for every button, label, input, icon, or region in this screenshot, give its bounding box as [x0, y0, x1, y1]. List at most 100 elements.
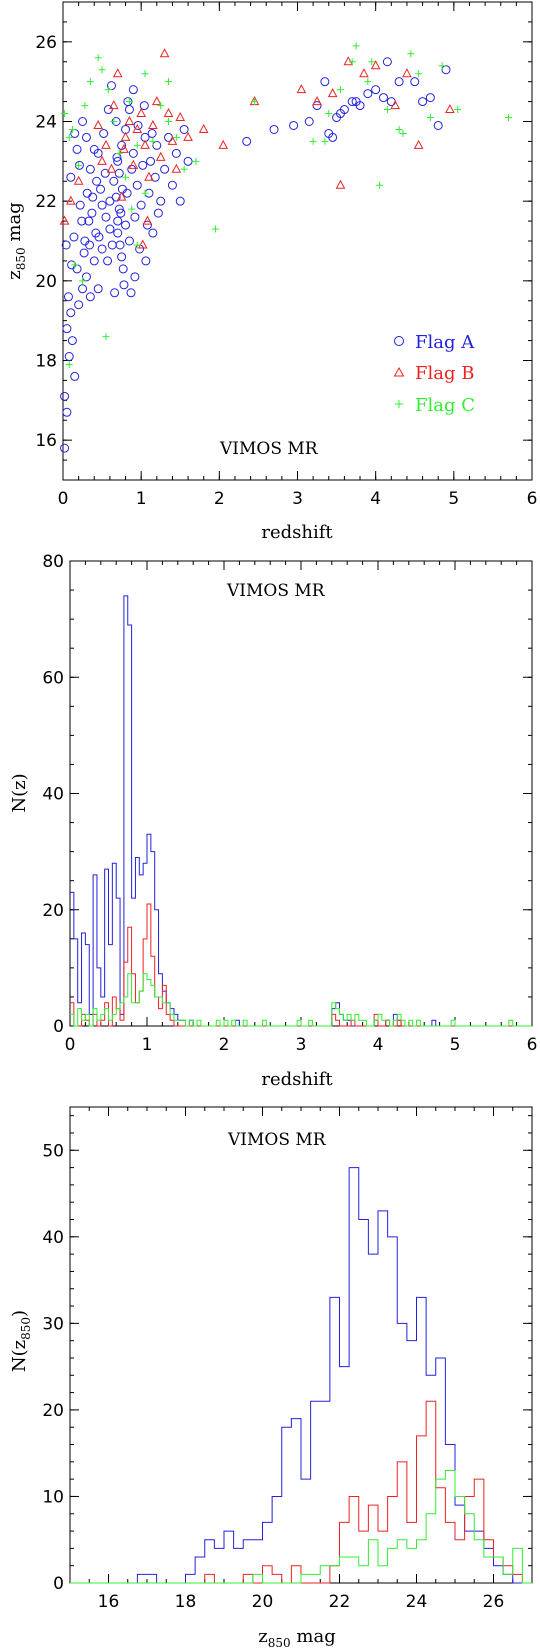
point-flag-a	[94, 232, 104, 242]
point-flag-c	[364, 78, 372, 86]
redshift-histogram-x-tick-label: 2	[219, 1035, 230, 1055]
redshift-histogram-x-tick-label: 4	[373, 1035, 384, 1055]
point-flag-a	[60, 391, 70, 401]
point-flag-a	[156, 196, 166, 206]
point-flag-b	[106, 163, 117, 173]
legend-item-flag-b: Flag B	[393, 363, 474, 384]
magnitude-histogram-x-tick-label: 22	[329, 1592, 351, 1612]
point-flag-a	[124, 105, 134, 115]
point-flag-a	[72, 144, 82, 154]
point-flag-b	[370, 60, 381, 70]
point-flag-b	[93, 119, 104, 129]
scatter-y-tick-label: 16	[35, 431, 57, 451]
magnitude-histogram-ticks: 16 18 20 22 24 26 0 10 20 30 40 50	[42, 1107, 533, 1612]
redshift-histogram-y-tick-label: 40	[42, 785, 64, 805]
point-flag-a	[363, 89, 373, 99]
scatter-title: VIMOS MR	[219, 439, 319, 459]
point-flag-c	[376, 181, 384, 189]
magnitude-histogram-x-tick-label: 16	[98, 1592, 120, 1612]
point-flag-a	[78, 117, 88, 126]
point-flag-a	[62, 324, 72, 334]
point-flag-a	[410, 77, 420, 87]
point-flag-a	[85, 240, 95, 250]
scatter-x-tick-label: 4	[370, 489, 381, 509]
point-flag-a	[81, 132, 91, 142]
point-flag-a	[118, 264, 128, 274]
point-flag-a	[130, 272, 140, 282]
point-flag-b	[136, 107, 147, 118]
point-flag-c	[325, 110, 333, 118]
point-flag-b	[175, 111, 186, 122]
point-flag-c	[68, 125, 76, 133]
point-flag-c	[383, 106, 391, 114]
point-flag-c	[211, 225, 219, 233]
point-flag-c	[133, 241, 141, 249]
point-flag-c	[71, 261, 79, 269]
redshift-histogram-x-tick-label: 0	[65, 1035, 76, 1055]
point-flag-c	[61, 110, 69, 118]
point-flag-a	[146, 156, 156, 166]
magnitude-histogram-x-tick-label: 24	[406, 1592, 428, 1612]
redshift-histogram-title: VIMOS MR	[226, 581, 326, 601]
point-flag-b	[359, 68, 369, 78]
point-flag-a	[66, 308, 76, 318]
legend-item-flag-c: Flag C	[395, 395, 475, 416]
point-flag-c	[79, 277, 87, 285]
point-flag-a	[153, 208, 163, 218]
magnitude-histogram-title: VIMOS MR	[227, 1130, 327, 1150]
point-flag-a	[81, 272, 91, 282]
magnitude-histogram-y-tick-label: 10	[42, 1487, 64, 1507]
point-flag-a	[312, 101, 322, 111]
point-flag-a	[85, 292, 95, 302]
point-flag-b	[163, 107, 174, 118]
point-flag-a	[130, 212, 140, 222]
point-flag-b	[296, 84, 307, 94]
point-flag-a	[85, 164, 95, 174]
point-flag-c	[251, 98, 259, 106]
point-flag-b	[144, 171, 154, 181]
point-flag-c	[321, 137, 329, 145]
point-flag-c	[98, 66, 106, 74]
scatter-panel: 0 1 2 3 4 5 6 16 18 20 22 24 26 VIMOS MR redshift z8…	[4, 1, 537, 543]
point-flag-b	[73, 175, 84, 185]
hist-series-flag-a	[70, 1167, 532, 1584]
legend-triangle-marker	[393, 366, 405, 377]
redshift-histogram-y-tick-label: 80	[42, 552, 64, 572]
point-flag-a	[124, 236, 134, 246]
point-flag-a	[77, 216, 87, 226]
point-flag-a	[97, 200, 107, 210]
point-flag-a	[371, 85, 381, 95]
point-flag-c	[157, 102, 165, 110]
point-flag-c	[65, 133, 73, 141]
point-flag-a	[78, 284, 88, 294]
point-flag-c	[395, 125, 403, 133]
scatter-y-tick-label: 18	[35, 352, 57, 372]
point-flag-b	[132, 123, 143, 133]
point-flag-a	[183, 156, 193, 166]
magnitude-histogram-y-tick-label: 0	[53, 1574, 64, 1594]
point-flag-c	[81, 102, 89, 110]
point-flag-c	[125, 98, 133, 106]
point-flag-a	[141, 256, 151, 266]
point-flag-a	[138, 160, 148, 170]
point-flag-a	[75, 200, 85, 210]
point-flag-a	[175, 196, 185, 206]
point-flag-c	[86, 78, 94, 86]
point-flag-c	[110, 118, 118, 125]
redshift-histogram-x-axis-label: redshift	[261, 1069, 333, 1090]
scatter-y-tick-label: 24	[35, 113, 57, 133]
point-flag-a	[105, 224, 115, 234]
point-flag-a	[117, 252, 127, 262]
redshift-histogram-x-tick-label: 3	[296, 1035, 307, 1055]
point-flag-c	[454, 106, 462, 114]
point-flag-c	[75, 161, 83, 169]
point-flag-a	[355, 101, 365, 111]
point-flag-b	[128, 159, 139, 169]
point-flag-a	[441, 65, 451, 75]
point-flag-b	[327, 88, 338, 98]
point-flag-a	[92, 176, 102, 186]
point-flag-b	[116, 191, 127, 201]
point-flag-a	[97, 244, 107, 254]
